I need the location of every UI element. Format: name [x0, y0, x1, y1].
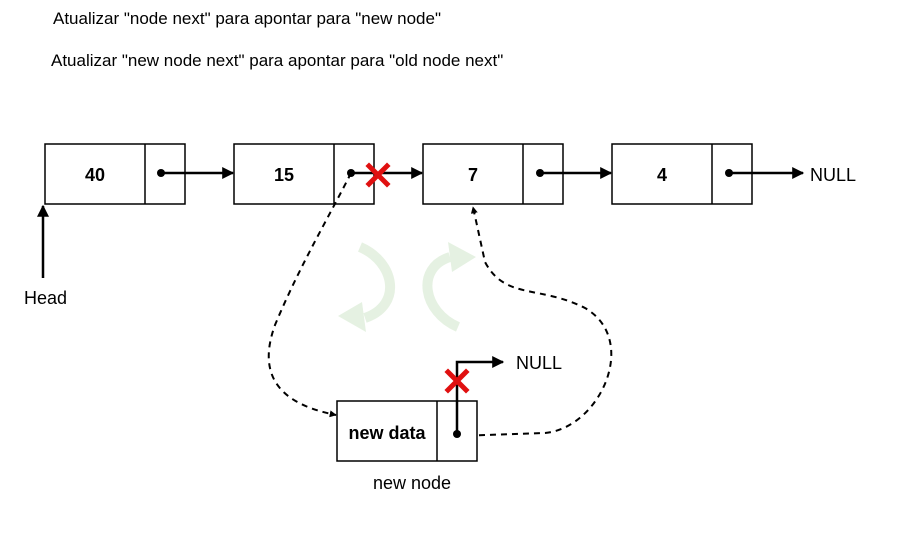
list-node-4: 4	[611, 143, 753, 205]
rotate-right-icon	[422, 242, 476, 332]
caption-update-new-node-next: Atualizar "new node next" para apontar p…	[51, 51, 504, 70]
list-node-7: 7	[422, 143, 564, 205]
new-node-caption: new node	[373, 473, 451, 493]
old-null-pointer-arrow	[455, 356, 505, 434]
node-value: 4	[657, 165, 667, 185]
node-value: 7	[468, 165, 478, 185]
new-node-data: new data	[348, 423, 426, 443]
head-label: Head	[24, 288, 67, 308]
caption-update-node-next: Atualizar "node next" para apontar para …	[53, 9, 442, 28]
rotate-left-icon	[338, 242, 395, 332]
removed-link-cross-icon	[444, 368, 470, 394]
new-node: new data	[336, 400, 478, 462]
new-node-box	[336, 400, 478, 462]
null-label: NULL	[810, 165, 856, 185]
new-link-to-new-node	[267, 172, 352, 418]
old-null-label: NULL	[516, 353, 562, 373]
new-link-to-old-next	[456, 206, 613, 437]
removed-link-cross-icon	[365, 162, 391, 188]
node-value: 40	[85, 165, 105, 185]
node-value: 15	[274, 165, 294, 185]
